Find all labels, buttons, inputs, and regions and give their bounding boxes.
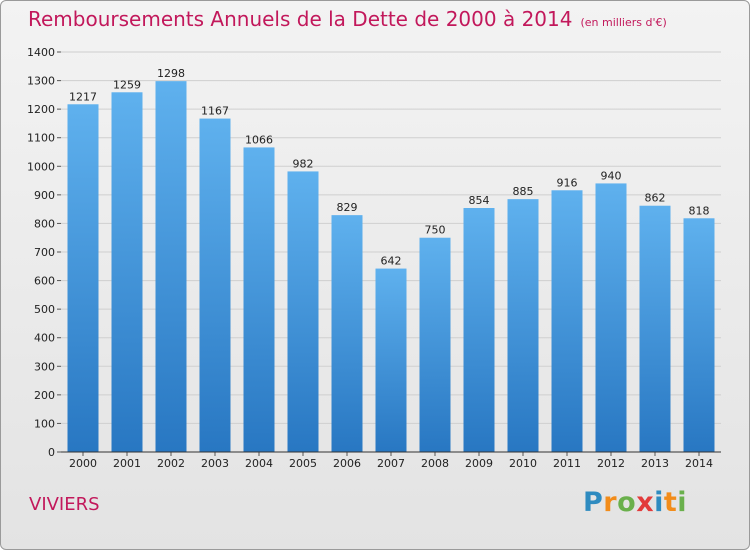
y-tick-label: 900 <box>34 189 55 202</box>
bar-2012 <box>595 183 627 452</box>
value-label: 916 <box>557 176 578 189</box>
y-tick-label: 200 <box>34 389 55 402</box>
bar-2010 <box>507 199 539 452</box>
value-label: 1259 <box>113 78 141 91</box>
value-label: 1066 <box>245 133 273 146</box>
y-tick-label: 1100 <box>27 132 55 145</box>
logo-letter: i <box>654 487 664 518</box>
bar-2007 <box>375 268 407 452</box>
x-tick-label: 2005 <box>289 457 317 470</box>
x-tick-label: 2006 <box>333 457 361 470</box>
value-label: 885 <box>513 185 534 198</box>
bar-2003 <box>199 118 231 453</box>
bar-2004 <box>243 147 275 452</box>
bar-2008 <box>419 237 451 452</box>
y-tick-label: 100 <box>34 417 55 430</box>
x-tick-label: 2013 <box>641 457 669 470</box>
bar-2013 <box>639 205 671 452</box>
y-tick-label: 1400 <box>27 46 55 59</box>
y-tick-label: 700 <box>34 246 55 259</box>
value-label: 829 <box>337 201 358 214</box>
value-label: 1167 <box>201 105 229 118</box>
y-tick-label: 1300 <box>27 75 55 88</box>
bar-2011 <box>551 190 583 453</box>
y-axis-ticks: 0 100 200 300 400 500 600 700 800 900 1000 1100 1200… <box>27 46 61 459</box>
bar-2014 <box>683 218 715 452</box>
x-tick-label: 2001 <box>113 457 141 470</box>
chart-title: Remboursements Annuels de la Dette de 20… <box>28 7 667 31</box>
logo-letter: x <box>636 487 655 518</box>
proxiti-logo: Proxiti <box>583 487 687 518</box>
bar-2000 <box>67 104 99 453</box>
y-tick-label: 400 <box>34 332 55 345</box>
chart-title-text: Remboursements Annuels de la Dette de 20… <box>28 7 573 31</box>
logo-letter: i <box>677 487 688 518</box>
x-tick-label: 2000 <box>69 457 97 470</box>
bar-2001 <box>111 92 143 453</box>
y-tick-label: 500 <box>34 303 55 316</box>
value-label: 1217 <box>69 90 97 103</box>
value-label: 750 <box>425 224 446 237</box>
value-label: 940 <box>601 169 622 182</box>
bar-2005 <box>287 171 319 452</box>
x-tick-label: 2012 <box>597 457 625 470</box>
x-axis-ticks: 2000 2001 2002 2003 2004 2005 2006 2007 2008 2009… <box>69 452 713 470</box>
value-label: 982 <box>293 157 314 170</box>
value-label: 642 <box>381 255 402 268</box>
bar-2002 <box>155 81 187 453</box>
x-tick-label: 2008 <box>421 457 449 470</box>
y-tick-label: 600 <box>34 275 55 288</box>
logo-letter: r <box>603 487 618 518</box>
logo-letter: t <box>663 487 678 518</box>
bar-2006 <box>331 215 363 452</box>
x-tick-label: 2003 <box>201 457 229 470</box>
x-tick-label: 2009 <box>465 457 493 470</box>
y-tick-label: 300 <box>34 360 55 373</box>
x-tick-label: 2014 <box>685 457 713 470</box>
location-name: VIVIERS <box>29 494 100 515</box>
x-tick-label: 2002 <box>157 457 185 470</box>
value-label: 818 <box>689 204 710 217</box>
x-tick-label: 2010 <box>509 457 537 470</box>
y-tick-label: 1200 <box>27 103 55 116</box>
logo-letter: o <box>617 487 637 518</box>
chart-subtitle: (en milliers d'€) <box>580 16 667 29</box>
y-tick-label: 1000 <box>27 160 55 173</box>
value-label: 1298 <box>157 67 185 80</box>
x-tick-label: 2004 <box>245 457 273 470</box>
y-tick-label: 800 <box>34 217 55 230</box>
logo-letter: P <box>583 487 604 518</box>
x-tick-label: 2011 <box>553 457 581 470</box>
x-tick-label: 2007 <box>377 457 405 470</box>
y-tick-label: 0 <box>48 446 55 459</box>
bars: 1217 1259 1298 1167 1066 982 829 642 750 854 885 91… <box>67 67 715 453</box>
value-label: 854 <box>469 194 490 207</box>
value-label: 862 <box>645 192 666 205</box>
bar-2009 <box>463 208 495 452</box>
